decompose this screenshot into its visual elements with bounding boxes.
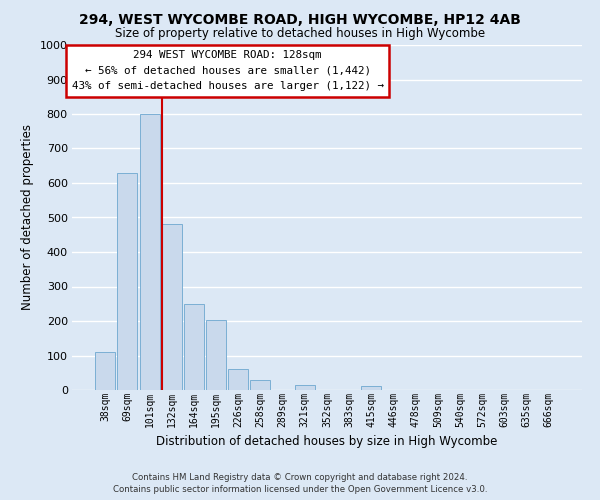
Bar <box>361 386 382 390</box>
Y-axis label: Number of detached properties: Number of detached properties <box>21 124 34 310</box>
Bar <box>95 352 115 390</box>
Text: Size of property relative to detached houses in High Wycombe: Size of property relative to detached ho… <box>115 28 485 40</box>
Bar <box>295 385 315 390</box>
Bar <box>140 114 160 390</box>
Bar <box>228 368 248 390</box>
Text: 294 WEST WYCOMBE ROAD: 128sqm
← 56% of detached houses are smaller (1,442)
43% o: 294 WEST WYCOMBE ROAD: 128sqm ← 56% of d… <box>71 50 383 92</box>
Bar <box>118 172 137 390</box>
Text: Contains HM Land Registry data © Crown copyright and database right 2024.
Contai: Contains HM Land Registry data © Crown c… <box>113 472 487 494</box>
X-axis label: Distribution of detached houses by size in High Wycombe: Distribution of detached houses by size … <box>157 435 497 448</box>
Bar <box>250 380 271 390</box>
Bar <box>184 304 204 390</box>
Bar <box>206 320 226 390</box>
Bar <box>162 224 182 390</box>
Text: 294, WEST WYCOMBE ROAD, HIGH WYCOMBE, HP12 4AB: 294, WEST WYCOMBE ROAD, HIGH WYCOMBE, HP… <box>79 12 521 26</box>
